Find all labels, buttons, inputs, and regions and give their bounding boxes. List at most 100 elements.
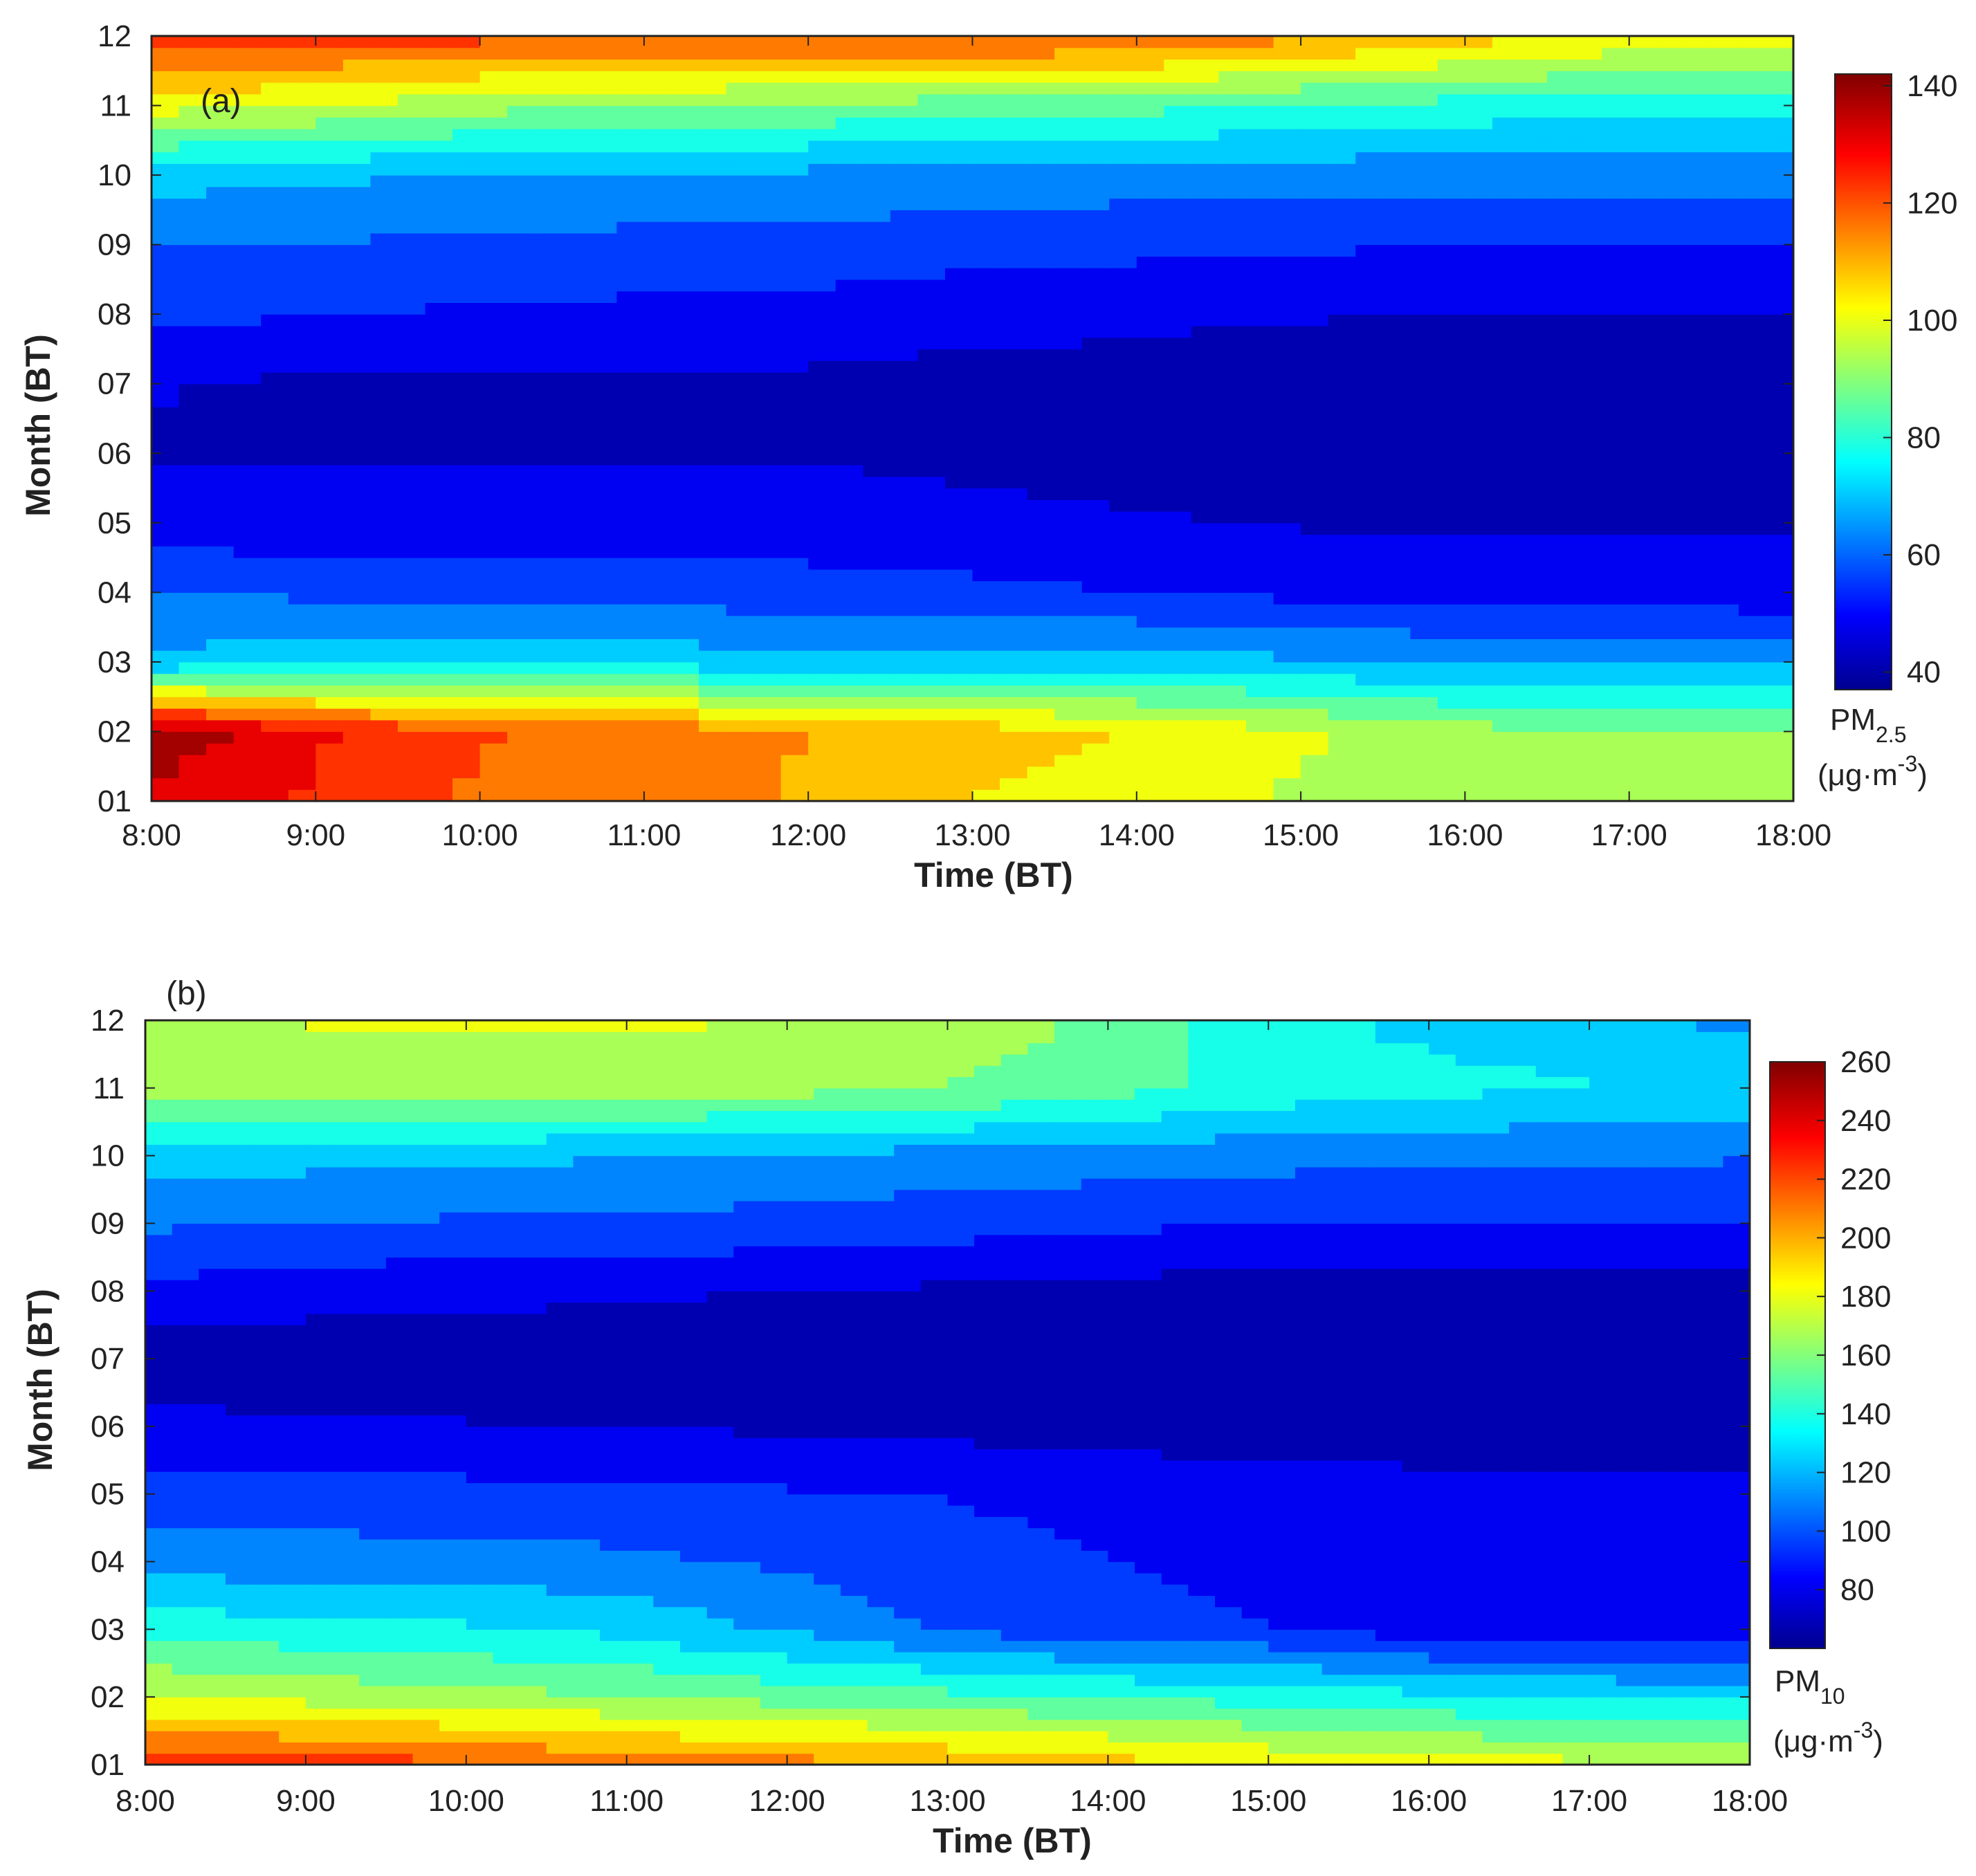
heatmap-cell (1656, 279, 1685, 292)
heatmap-cell (179, 268, 207, 280)
heatmap-cell (1054, 268, 1083, 280)
heatmap-cell (1465, 59, 1493, 71)
heatmap-cell (1429, 1708, 1456, 1720)
heatmap-cell (315, 210, 344, 222)
heatmap-cell (1455, 1663, 1483, 1675)
heatmap-cell (179, 232, 207, 246)
heatmap-cell (370, 279, 399, 292)
heatmap-cell (944, 210, 973, 222)
heatmap-cell (179, 743, 207, 755)
heatmap-cell (1535, 1708, 1564, 1720)
heatmap-cell (1109, 673, 1137, 686)
heatmap-cell (589, 82, 617, 95)
heatmap-cell (972, 383, 1000, 396)
heatmap-cell (1081, 743, 1110, 755)
heatmap-cell (1519, 558, 1548, 570)
heatmap-cell (172, 1606, 199, 1619)
heatmap-cell (1301, 151, 1329, 164)
heatmap-cell (1766, 291, 1794, 304)
heatmap-cell (152, 441, 180, 454)
heatmap-cell (1766, 430, 1794, 443)
heatmap-cell (1136, 93, 1164, 107)
heatmap-cell (1465, 522, 1493, 535)
heatmap-cell (1492, 163, 1521, 176)
heatmap-cell (479, 661, 508, 674)
heatmap-cell (288, 383, 316, 396)
heatmap-cell (342, 302, 371, 315)
heatmap-cell (1382, 569, 1411, 582)
heatmap-cell (726, 743, 754, 755)
heatmap-cell (890, 129, 918, 141)
heatmap-cell (1191, 395, 1220, 407)
heatmap-cell (1574, 117, 1602, 129)
heatmap-cell (1589, 1708, 1617, 1720)
heatmap-cell (1602, 268, 1630, 280)
heatmap-cell (1429, 1606, 1456, 1619)
heatmap-cell (1246, 650, 1274, 663)
heatmap-cell (199, 1708, 226, 1720)
heatmap-cell (1109, 210, 1137, 222)
heatmap-cell (1437, 383, 1465, 396)
heatmap-cell (315, 453, 344, 466)
heatmap-cell (840, 1618, 868, 1630)
heatmap-cell (1328, 719, 1356, 733)
heatmap-cell (616, 151, 645, 164)
heatmap-cell (288, 534, 316, 546)
heatmap-cell (332, 1753, 360, 1765)
heatmap-cell (1437, 430, 1465, 443)
heatmap-cell (1382, 198, 1411, 210)
heatmap-cell (699, 534, 727, 546)
heatmap-cell (1109, 778, 1137, 790)
heatmap-cell (1382, 151, 1411, 164)
heatmap-cell (172, 1697, 199, 1709)
heatmap-cell (1437, 697, 1465, 709)
heatmap-cell (261, 511, 289, 524)
heatmap-cell (780, 302, 809, 315)
heatmap-cell (1683, 279, 1712, 292)
heatmap-cell (1027, 685, 1055, 697)
heatmap-cell (699, 558, 727, 570)
heatmap-cell (1656, 731, 1685, 744)
heatmap-cell (305, 1640, 333, 1653)
heatmap-cell (1738, 778, 1767, 790)
heatmap-cell (1696, 1651, 1723, 1664)
heatmap-cell (944, 175, 973, 187)
heatmap-cell (425, 221, 453, 234)
heatmap-cell (425, 244, 453, 257)
heatmap-cell (1027, 256, 1055, 268)
heatmap-cell (1382, 534, 1411, 546)
heatmap-cell (479, 47, 508, 60)
heatmap-cell (890, 371, 918, 385)
heatmap-cell (867, 1629, 895, 1642)
heatmap-cell (534, 685, 562, 697)
heatmap-cell (1218, 105, 1247, 118)
heatmap-cell (863, 337, 891, 350)
heatmap-cell (342, 766, 371, 779)
heatmap-cell (1738, 210, 1767, 222)
heatmap-cell (780, 419, 809, 431)
heatmap-cell (1711, 615, 1739, 628)
heatmap-cell (1382, 719, 1411, 733)
heatmap-cell (412, 1584, 440, 1597)
heatmap-cell (653, 1629, 681, 1642)
heatmap-cell (616, 534, 645, 546)
heatmap-cell (863, 36, 891, 48)
heatmap-cell (315, 407, 344, 419)
heatmap-cell (808, 558, 836, 570)
heatmap-cell (863, 175, 891, 187)
heatmap-cell (562, 604, 590, 616)
heatmap-cell (425, 117, 453, 129)
heatmap-cell (573, 1595, 601, 1608)
heatmap-cell (1766, 743, 1794, 755)
heatmap-cell (479, 349, 508, 361)
heatmap-cell (780, 383, 809, 396)
heatmap-cell (1054, 1697, 1082, 1709)
heatmap-cell (1574, 93, 1602, 107)
heatmap-cell (546, 1640, 574, 1653)
heatmap-cell (534, 661, 562, 674)
heatmap-cell (699, 129, 727, 141)
heatmap-cell (1492, 407, 1521, 419)
heatmap-cell (1429, 1618, 1456, 1630)
heatmap-cell (1054, 93, 1083, 107)
